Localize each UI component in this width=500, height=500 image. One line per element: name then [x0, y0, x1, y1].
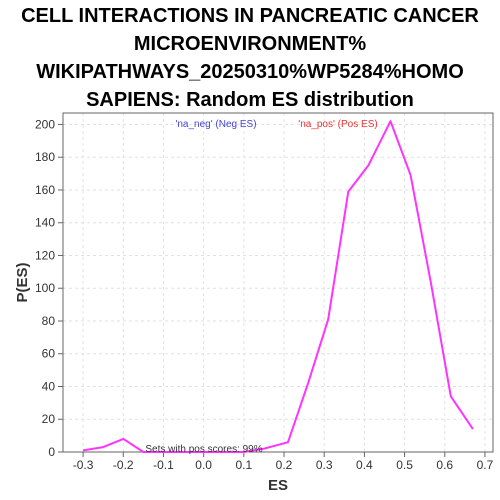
y-tick-label: 60 — [42, 347, 56, 361]
x-tick-label: 0.2 — [276, 458, 293, 472]
chart-title-line-4: SAPIENS: Random ES distribution — [86, 89, 414, 111]
x-tick-label: 0.5 — [396, 458, 413, 472]
x-tick-label: 0.4 — [356, 458, 373, 472]
x-tick-label: -0.1 — [153, 458, 174, 472]
y-axis-title: P(ES) — [14, 262, 31, 302]
chart-title-line-2: MICROENVIRONMENT% — [133, 33, 367, 55]
x-tick-label: 0.7 — [477, 458, 494, 472]
legend-neg-label: 'na_neg' (Neg ES) — [175, 119, 256, 130]
x-tick-label: 0.0 — [195, 458, 212, 472]
x-tick-label: 0.6 — [436, 458, 453, 472]
y-tick-label: 180 — [35, 150, 55, 164]
x-axis-title: ES — [268, 477, 288, 494]
y-tick-label: 80 — [42, 314, 56, 328]
es-distribution-line — [82, 120, 474, 453]
y-tick-label: 120 — [35, 248, 55, 262]
y-tick-label: 160 — [35, 183, 55, 197]
x-tick-label: 0.3 — [316, 458, 333, 472]
x-tick-label: -0.3 — [73, 458, 94, 472]
y-tick-label: 200 — [35, 117, 55, 131]
ticks-layer: -0.3 -0.2 -0.1 0.0 0.1 0.2 0.3 0.4 0.5 0.6 0.7 0 20 4… — [35, 117, 494, 472]
x-tick-label: 0.1 — [235, 458, 252, 472]
grid-layer — [63, 113, 493, 453]
y-tick-label: 20 — [42, 412, 56, 426]
legend-pos-label: 'na_pos' (Pos ES) — [298, 119, 377, 130]
plot-frame — [62, 112, 494, 453]
y-tick-label: 100 — [35, 281, 55, 295]
chart-title: CELL INTERACTIONS IN PANCREATIC CANCER M… — [0, 2, 500, 114]
series-layer — [82, 120, 474, 453]
y-tick-label: 0 — [48, 445, 55, 459]
pos-scores-note: Sets with pos scores: 99% — [145, 444, 262, 455]
y-tick-label: 140 — [35, 216, 55, 230]
chart-title-line-1: CELL INTERACTIONS IN PANCREATIC CANCER — [21, 5, 479, 27]
x-tick-label: -0.2 — [113, 458, 134, 472]
y-tick-label: 40 — [42, 379, 56, 393]
chart-title-line-3: WIKIPATHWAYS_20250310%WP5284%HOMO — [36, 61, 464, 83]
